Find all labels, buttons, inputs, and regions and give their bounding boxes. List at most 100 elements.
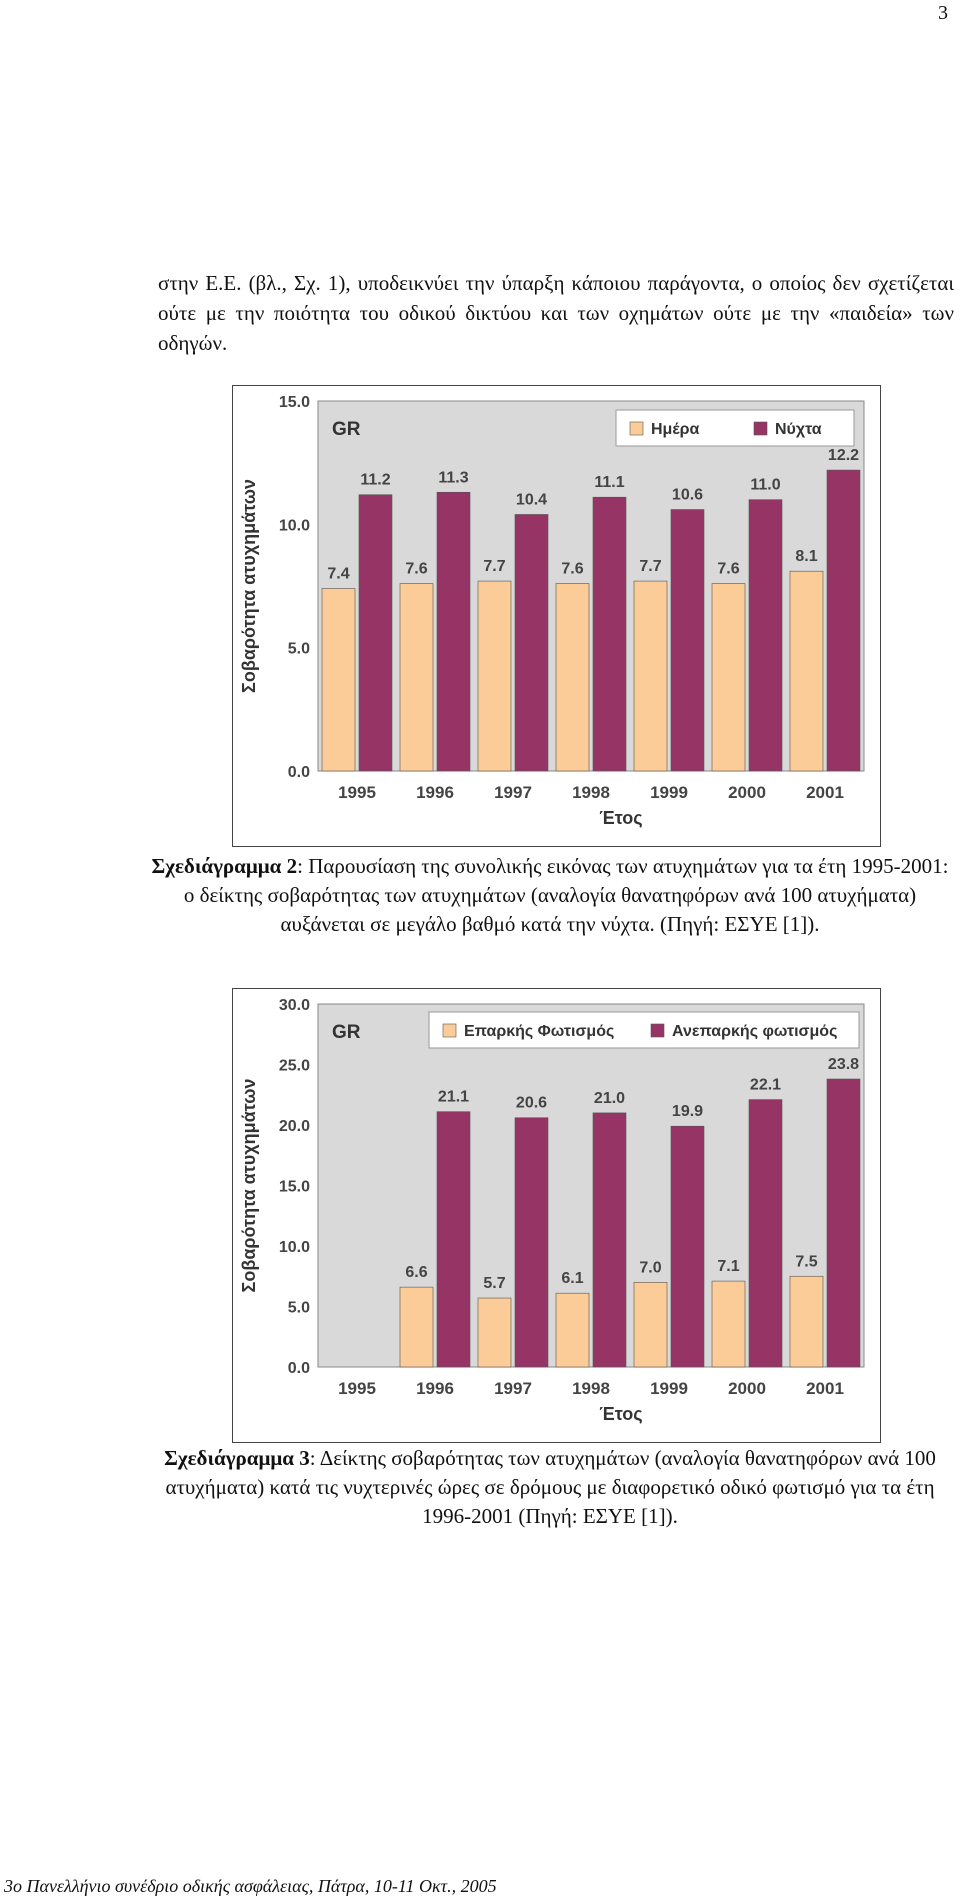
data-label: 19.9 [672, 1103, 703, 1120]
y-tick-label: 15.0 [279, 1179, 310, 1196]
data-label: 10.6 [672, 487, 703, 504]
x-tick-label: 1995 [338, 1379, 376, 1398]
y-axis-label: Σοβαρότητα ατυχημάτων [239, 479, 259, 693]
y-tick-label: 30.0 [279, 997, 310, 1014]
caption-label: Σχεδιάγραμμα 3 [164, 1446, 310, 1470]
data-label: 21.1 [438, 1089, 469, 1106]
bar [826, 469, 861, 772]
data-label: 7.0 [639, 1259, 661, 1276]
bar [748, 499, 783, 772]
data-label: 7.6 [561, 561, 583, 578]
legend-label: Ανεπαρκής φωτισμός [672, 1023, 837, 1040]
x-tick-label: 2001 [806, 783, 844, 802]
legend-label: Επαρκής Φωτισμός [464, 1023, 614, 1040]
y-tick-label: 0.0 [288, 1360, 310, 1377]
bar [436, 1111, 471, 1368]
y-tick-label: 20.0 [279, 1118, 310, 1135]
data-label: 23.8 [828, 1056, 859, 1073]
data-label: 10.4 [516, 491, 547, 508]
footer: 3ο Πανελλήνιο συνέδριο οδικής ασφάλειας,… [4, 1876, 497, 1896]
bar [514, 1117, 549, 1368]
data-label: 6.1 [561, 1270, 583, 1287]
bar [789, 1275, 824, 1368]
intro-paragraph: στην Ε.Ε. (βλ., Σχ. 1), υποδεικνύει την … [158, 271, 954, 355]
data-label: 21.0 [594, 1090, 625, 1107]
caption-label: Σχεδιάγραμμα 2 [151, 854, 298, 878]
x-tick-label: 1995 [338, 783, 376, 802]
chart-svg: 0.0 5.0 10.0 15.0 20.0 25.0 30.0 Σοβαρότητα ατυ… [239, 997, 865, 1424]
x-tick-label: 2000 [728, 1379, 766, 1398]
legend-swatch [442, 1023, 457, 1038]
x-tick-label: 2000 [728, 783, 766, 802]
data-label: 11.3 [438, 469, 468, 486]
bar [555, 583, 590, 772]
bar [592, 1112, 627, 1368]
x-axis-label: Έτος [599, 1404, 642, 1424]
bar [477, 580, 512, 772]
data-label: 7.5 [795, 1253, 817, 1270]
caption-text: : Δείκτης σοβαρότητας των ατυχημάτων (αν… [165, 1446, 936, 1528]
bar [826, 1078, 861, 1368]
bar [555, 1292, 590, 1368]
y-tick-label: 5.0 [288, 1300, 310, 1317]
data-label: 11.1 [594, 474, 624, 491]
data-label: 6.6 [405, 1264, 427, 1281]
bar [748, 1099, 783, 1368]
data-label: 12.2 [828, 447, 859, 464]
chart-annotation: GR [332, 419, 361, 440]
bar [436, 491, 471, 772]
page-number: 3 [938, 2, 948, 24]
bar [477, 1297, 512, 1368]
bar [514, 514, 549, 772]
data-label: 5.7 [483, 1275, 505, 1292]
bar [670, 1125, 705, 1368]
bar [670, 509, 705, 772]
x-tick-label: 2001 [806, 1379, 844, 1398]
data-label: 7.7 [483, 558, 505, 575]
y-axis-label: Σοβαρότητα ατυχημάτων [239, 1079, 259, 1293]
data-label: 8.1 [795, 548, 817, 565]
figure-caption-3: Σχεδιάγραμμα 3: Δείκτης σοβαρότητας των … [150, 1444, 950, 1531]
data-label: 7.4 [327, 565, 349, 582]
legend-label: Ημέρα [651, 421, 699, 438]
data-label: 7.6 [405, 561, 427, 578]
bar [633, 580, 668, 772]
y-tick-label: 10.0 [279, 517, 310, 534]
caption-text: : Παρουσίαση της συνολικής εικόνας των α… [183, 854, 949, 936]
bar [711, 583, 746, 772]
bar [592, 496, 627, 772]
y-tick-label: 25.0 [279, 1058, 310, 1075]
y-tick-label: 0.0 [288, 764, 310, 781]
legend-swatch [753, 421, 768, 436]
bar [321, 588, 356, 772]
x-tick-label: 1999 [650, 783, 688, 802]
data-label: 7.1 [717, 1258, 739, 1275]
legend-swatch [629, 421, 644, 436]
chart-annotation: GR [332, 1022, 361, 1043]
y-tick-label: 15.0 [279, 394, 310, 411]
bar [789, 570, 824, 772]
x-tick-label: 1998 [572, 1379, 610, 1398]
data-label: 22.1 [750, 1077, 781, 1094]
x-tick-label: 1999 [650, 1379, 688, 1398]
bar [633, 1281, 668, 1368]
chart-severity-lighting: 0.0 5.0 10.0 15.0 20.0 25.0 30.0 Σοβαρότητα ατυ… [232, 988, 881, 1443]
legend-box [615, 409, 855, 447]
x-tick-label: 1997 [494, 783, 532, 802]
legend-label: Νύχτα [775, 421, 822, 438]
data-label: 11.0 [750, 477, 780, 494]
bar [711, 1280, 746, 1368]
x-tick-label: 1996 [416, 1379, 454, 1398]
chart-svg: 0.0 5.0 10.0 15.0 Σοβαρότητα ατυχημάτων GR 7.4… [239, 394, 865, 828]
x-tick-label: 1997 [494, 1379, 532, 1398]
chart-severity-day-night: 0.0 5.0 10.0 15.0 Σοβαρότητα ατυχημάτων GR 7.4… [232, 385, 881, 847]
y-tick-label: 5.0 [288, 641, 310, 658]
x-tick-label: 1998 [572, 783, 610, 802]
bar [399, 583, 434, 772]
x-tick-label: 1996 [416, 783, 454, 802]
data-label: 11.2 [360, 472, 390, 489]
y-tick-label: 10.0 [279, 1239, 310, 1256]
data-label: 7.7 [639, 558, 661, 575]
legend-swatch [650, 1023, 665, 1038]
legend-box [428, 1011, 860, 1049]
